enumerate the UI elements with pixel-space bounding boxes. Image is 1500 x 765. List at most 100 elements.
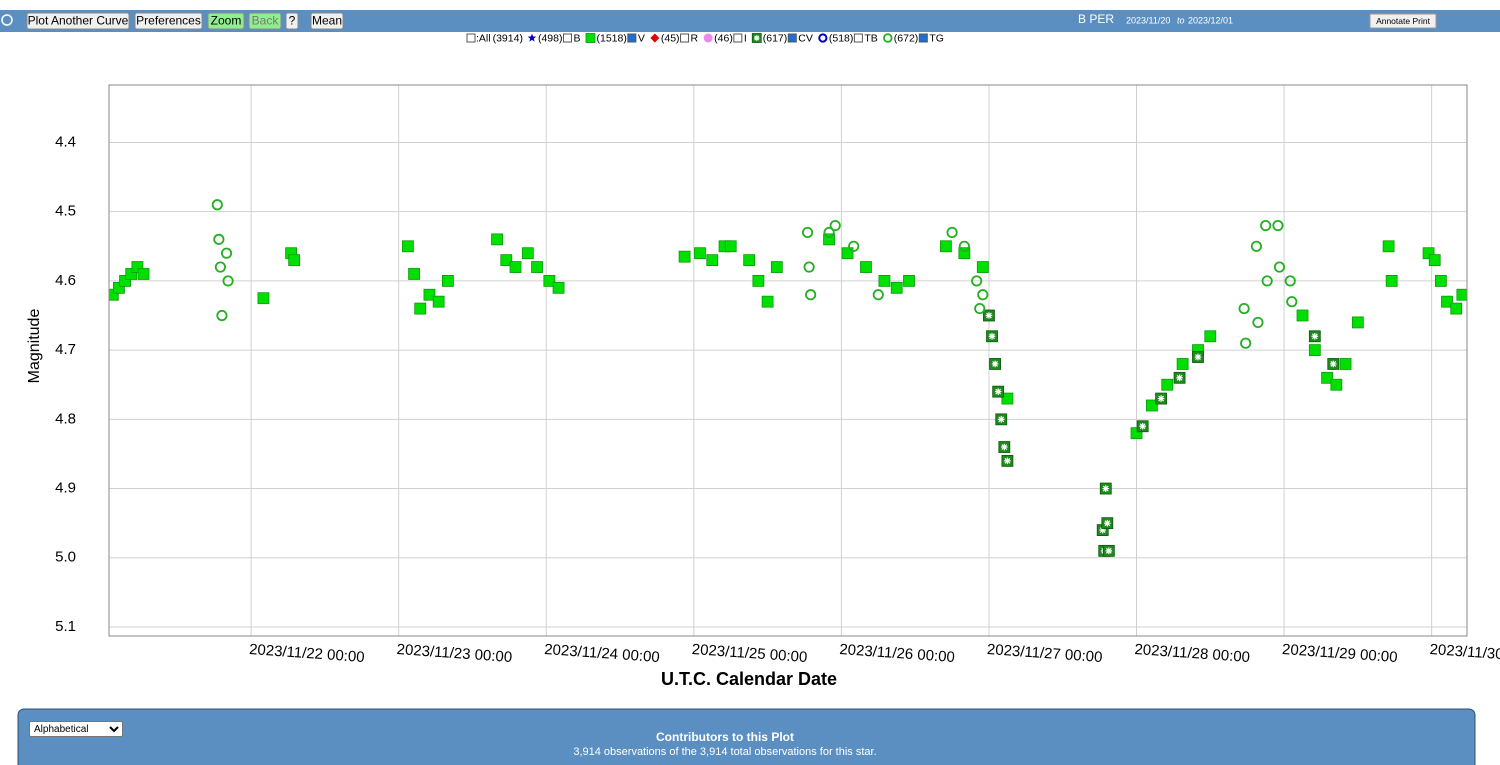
legend-checkbox[interactable] xyxy=(853,33,863,43)
legend-marker-part xyxy=(883,33,893,43)
data-point xyxy=(543,274,556,287)
data-point xyxy=(977,289,989,301)
data-point-part xyxy=(1130,427,1143,440)
annotate-label: Annotate Print xyxy=(1376,16,1431,26)
data-point xyxy=(706,254,719,267)
legend-checkbox[interactable] xyxy=(918,33,928,43)
data-point xyxy=(509,261,522,273)
data-point xyxy=(958,247,971,260)
data-point-part xyxy=(137,268,150,280)
data-point-part xyxy=(761,295,774,308)
data-point-part xyxy=(1286,296,1298,308)
data-point-part xyxy=(1176,358,1189,370)
legend-checkbox[interactable] xyxy=(680,33,690,43)
data-point xyxy=(137,268,150,280)
date-from: 2023/11/20 xyxy=(1126,15,1170,25)
legend-checkbox[interactable] xyxy=(733,33,743,43)
annotate-button[interactable] xyxy=(1369,13,1437,29)
data-point xyxy=(288,254,301,267)
x-tick-label: 2023/11/22 00:00 xyxy=(249,641,366,666)
data-point-part xyxy=(706,254,719,267)
data-point xyxy=(940,240,952,253)
legend-count: (3914) xyxy=(493,32,523,44)
sort-select[interactable]: Alphabetical xyxy=(29,721,123,737)
data-point-part xyxy=(1329,360,1337,368)
data-point-part xyxy=(1441,295,1453,308)
data-point xyxy=(441,274,454,287)
toolbar xyxy=(0,10,1500,32)
data-point xyxy=(113,281,125,294)
data-point-part xyxy=(1001,392,1014,405)
data-point-part xyxy=(974,303,986,315)
x-tick-label: 2023/11/28 00:00 xyxy=(1134,641,1251,666)
legend-count: (1518) xyxy=(596,32,626,44)
data-point xyxy=(222,275,234,287)
data-point-part xyxy=(1261,275,1273,287)
toolbar-button[interactable] xyxy=(248,12,282,30)
data-point-part xyxy=(985,312,993,319)
data-point xyxy=(1252,316,1264,329)
toolbar-button[interactable] xyxy=(310,12,344,30)
data-point-part xyxy=(1157,395,1165,402)
data-point-part xyxy=(1422,247,1435,260)
legend-count: :All xyxy=(476,32,491,44)
data-point xyxy=(1434,274,1447,287)
data-layer xyxy=(109,199,1467,557)
data-point-part xyxy=(1450,302,1463,315)
data-point xyxy=(1250,240,1262,252)
data-point-part xyxy=(257,292,270,305)
toolbar-button[interactable] xyxy=(26,12,130,30)
data-point xyxy=(1192,351,1204,363)
legend-name: R xyxy=(691,32,699,44)
data-point xyxy=(1308,344,1321,357)
data-point-part xyxy=(872,289,884,301)
data-point xyxy=(414,302,427,315)
legend-marker-part xyxy=(754,35,760,41)
data-point-part xyxy=(991,360,999,368)
legend-checkbox[interactable] xyxy=(787,33,797,43)
data-point-part xyxy=(1145,399,1158,412)
data-point xyxy=(823,233,835,246)
data-point-part xyxy=(994,388,1002,395)
data-point-part xyxy=(500,254,513,267)
data-point xyxy=(1238,303,1250,315)
data-point-part xyxy=(441,274,454,287)
data-point-part xyxy=(213,233,225,245)
data-point-part xyxy=(521,247,534,260)
data-point-part xyxy=(848,240,860,252)
data-point-part xyxy=(946,226,958,239)
data-point-part xyxy=(288,254,301,267)
legend-marker xyxy=(585,33,596,43)
y-tick-label: 4.4 xyxy=(55,133,76,150)
data-point xyxy=(1339,358,1352,370)
legend-checkbox[interactable] xyxy=(562,33,572,43)
legend-checkbox[interactable] xyxy=(466,33,476,43)
legend-marker xyxy=(527,33,537,42)
toolbar-button[interactable] xyxy=(207,12,245,30)
data-point-part xyxy=(1308,344,1321,357)
data-point xyxy=(995,413,1008,426)
data-point-part xyxy=(958,247,971,260)
legend-checkbox[interactable] xyxy=(627,33,637,43)
legend-name: V xyxy=(638,32,645,44)
data-point-part xyxy=(1204,330,1217,343)
data-point-part xyxy=(1330,378,1343,391)
logo xyxy=(1,14,13,26)
toolbar-button[interactable] xyxy=(134,12,203,30)
data-point xyxy=(1145,399,1158,412)
data-point-part xyxy=(220,247,233,259)
data-point xyxy=(958,240,970,252)
data-point xyxy=(872,289,884,301)
data-point xyxy=(211,199,223,211)
x-tick-label: 2023/11/29 00:00 xyxy=(1282,641,1399,666)
data-point xyxy=(1273,261,1286,273)
toolbar-button[interactable] xyxy=(285,12,299,30)
data-point xyxy=(946,226,958,239)
toolbar-button-label: Mean xyxy=(312,14,342,28)
data-point xyxy=(805,289,817,301)
data-point xyxy=(752,274,765,287)
data-point-part xyxy=(829,219,841,232)
data-point xyxy=(890,281,903,294)
data-point xyxy=(989,358,1002,370)
data-point-part xyxy=(694,247,706,260)
